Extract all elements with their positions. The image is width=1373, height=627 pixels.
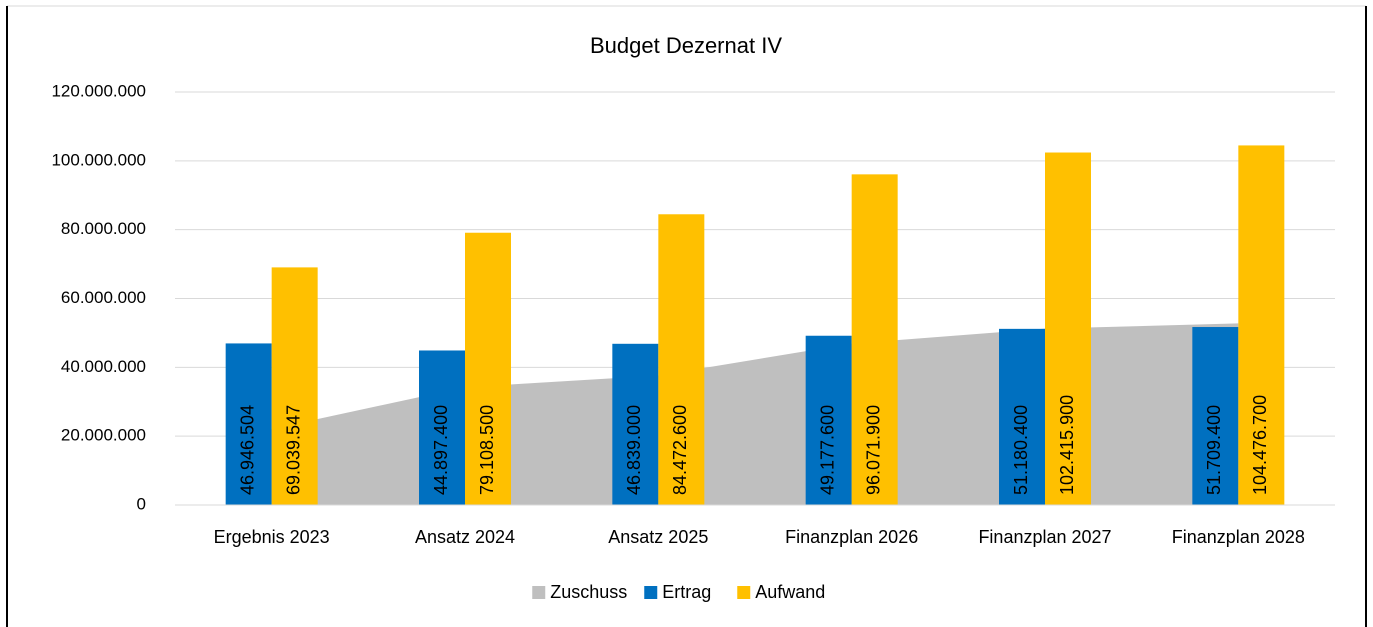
data-label: 51.180.400 [1011, 405, 1031, 495]
legend-swatch [532, 586, 546, 599]
bar [225, 343, 272, 505]
y-tick-label: 120.000.000 [51, 81, 146, 100]
y-tick-label: 40.000.000 [61, 357, 146, 376]
area [271, 323, 1239, 505]
bar [851, 174, 898, 505]
y-tick-label: 100.000.000 [51, 150, 146, 169]
data-label: 102.415.900 [1057, 395, 1077, 495]
x-tick-label: Ansatz 2024 [415, 527, 515, 547]
bar [612, 343, 659, 505]
bar [658, 214, 705, 505]
data-label: 46.946.504 [237, 405, 257, 495]
legend-label: Aufwand [755, 582, 825, 602]
legend-label: Zuschuss [550, 582, 627, 602]
data-label: 51.709.400 [1204, 405, 1224, 495]
legend-swatch [644, 586, 658, 599]
data-label: 104.476.700 [1250, 395, 1270, 495]
data-label: 96.071.900 [863, 405, 883, 495]
data-label: 44.897.400 [431, 405, 451, 495]
y-tick-label: 20.000.000 [61, 426, 146, 445]
data-label: 69.039.547 [283, 405, 303, 495]
bar [465, 232, 511, 505]
x-tick-label: Ergebnis 2023 [214, 527, 330, 547]
bar [1238, 145, 1285, 505]
bar [271, 267, 318, 505]
data-label: 46.839.000 [624, 405, 644, 495]
x-tick-label: Ansatz 2025 [608, 527, 708, 547]
legend-swatch [737, 586, 751, 599]
bar [1192, 327, 1239, 505]
data-label: 84.472.600 [670, 405, 690, 495]
x-tick-label: Finanzplan 2027 [978, 527, 1111, 547]
bar [805, 335, 852, 505]
bar [419, 350, 465, 505]
data-label: 79.108.500 [477, 405, 497, 495]
data-label: 49.177.600 [817, 405, 837, 495]
x-tick-label: Finanzplan 2028 [1172, 527, 1305, 547]
y-tick-label: 0 [137, 494, 146, 513]
bar [1045, 152, 1091, 505]
y-tick-label: 60.000.000 [61, 288, 146, 307]
chart-title: Budget Dezernat IV [590, 33, 782, 58]
legend-label: Ertrag [662, 582, 711, 602]
y-tick-label: 80.000.000 [61, 219, 146, 238]
x-tick-label: Finanzplan 2026 [785, 527, 918, 547]
bar [999, 328, 1045, 505]
